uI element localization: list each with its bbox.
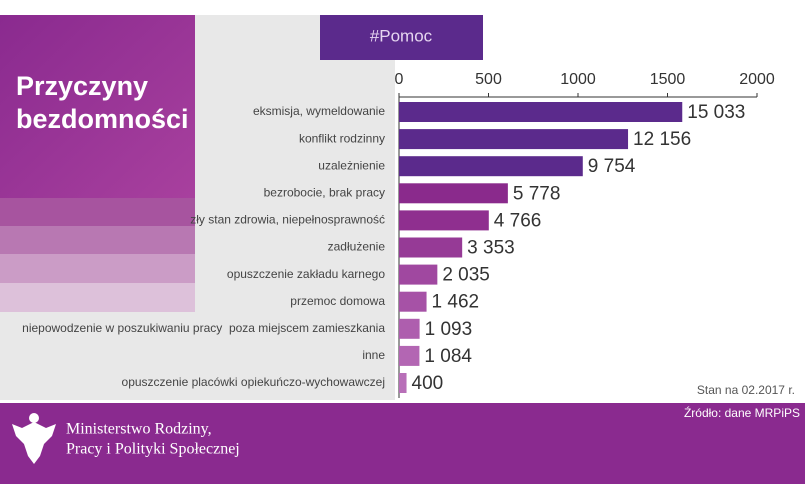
bar: [399, 129, 629, 150]
value-label: 3 353: [467, 238, 515, 259]
value-label: 5 778: [513, 183, 561, 204]
bar: [399, 237, 463, 258]
category-label: bezrobocie, brak pracy: [264, 185, 385, 199]
bar: [399, 210, 489, 231]
category-label: zadłużenie: [328, 240, 386, 254]
x-tick-label: 0: [395, 71, 404, 88]
category-label: niepowodzenie w poszukiwaniu pracy poza …: [22, 321, 385, 335]
value-label: 1 084: [424, 346, 472, 367]
footer: [0, 403, 805, 484]
source: Źródło: dane MRPiPS: [684, 405, 800, 420]
value-label: 400: [412, 373, 444, 394]
hashtag-box: [320, 15, 483, 60]
bar: [399, 183, 508, 204]
hashtag: #Pomoc: [370, 26, 433, 45]
title-line: bezdomności: [16, 104, 189, 134]
stripe: [0, 254, 195, 283]
bar: [399, 318, 420, 339]
category-label: zły stan zdrowia, niepełnosprawność: [190, 213, 385, 227]
value-label: 1 093: [425, 319, 473, 340]
category-label: inne: [362, 348, 385, 362]
value-label: 4 766: [494, 210, 542, 231]
x-tick-label: 1500: [650, 71, 686, 88]
ministry-line: Ministerstwo Rodziny,: [66, 421, 212, 438]
category-label: eksmisja, wymeldowanie: [253, 104, 385, 118]
x-tick-label: 2000: [739, 71, 775, 88]
bar: [399, 291, 427, 312]
x-tick-label: 500: [475, 71, 502, 88]
category-label: uzależnienie: [318, 158, 385, 172]
category-label: opuszczenie placówki opiekuńczo-wychowaw…: [122, 375, 385, 389]
stripe: [0, 198, 195, 226]
value-label: 15 033: [687, 102, 745, 123]
value-label: 2 035: [442, 265, 490, 286]
emblem: [12, 413, 56, 464]
bar: [399, 264, 438, 285]
title-line: Przyczyny: [16, 71, 148, 101]
value-label: 1 462: [432, 292, 480, 313]
stripe: [0, 283, 195, 312]
value-label: 9 754: [588, 156, 636, 177]
title-panel: [0, 15, 195, 198]
note: Stan na 02.2017 r.: [697, 383, 795, 397]
value-label: 12 156: [633, 129, 691, 150]
category-label: opuszczenie zakładu karnego: [227, 267, 385, 281]
bar: [399, 102, 683, 122]
x-tick-label: 1000: [560, 71, 596, 88]
bar: [399, 345, 420, 366]
category-label: przemoc domowa: [290, 294, 385, 308]
category-label: konflikt rodzinny: [299, 131, 385, 145]
ministry-line: Pracy i Polityki Społecznej: [66, 441, 240, 458]
stripe: [0, 226, 195, 254]
bar: [399, 373, 407, 393]
bar: [399, 156, 583, 177]
